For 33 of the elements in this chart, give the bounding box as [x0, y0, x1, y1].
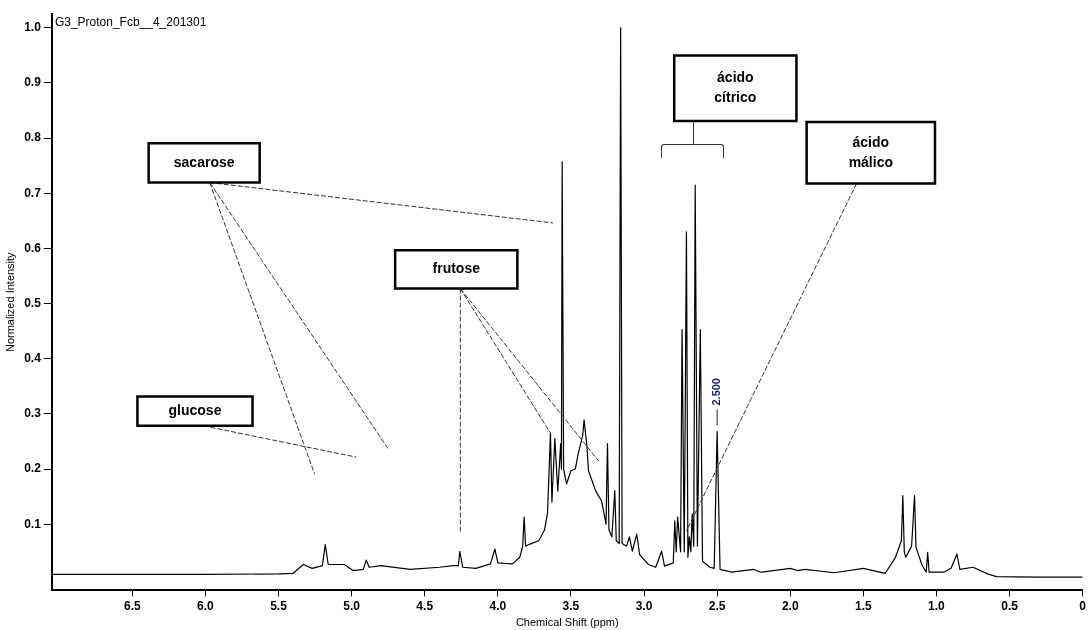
x-tick-label: 4.0: [489, 598, 507, 613]
x-tick-label: 2.0: [781, 598, 799, 613]
annotation: 2.500: [710, 378, 723, 406]
x-tick-label: 0.5: [1001, 598, 1019, 613]
x-tick-label: 6.0: [197, 598, 215, 613]
x-axis-title: Chemical Shift (ppm): [515, 616, 619, 629]
y-tick-label: 0.3: [24, 406, 42, 421]
annotation: sacarose: [173, 153, 235, 170]
chart-title: G3_Proton_Fcb__4_201301: [54, 15, 207, 30]
x-tick-label: 4.5: [416, 598, 434, 613]
x-tick-label: 6.5: [123, 598, 141, 613]
y-axis-title: Normalized Intensity: [3, 251, 16, 353]
y-tick-label: 1.0: [24, 20, 42, 35]
y-tick-label: 0.9: [24, 75, 42, 90]
y-tick-label: 0.6: [24, 240, 42, 255]
annotation: glucose: [168, 402, 222, 419]
y-tick-label: 0.8: [24, 130, 42, 145]
y-tick-label: 0.5: [24, 295, 42, 310]
x-tick-label: 3.5: [562, 598, 580, 613]
x-tick-label: 0: [1079, 598, 1087, 613]
x-tick-label: 1.0: [928, 598, 946, 613]
y-tick-label: 0.7: [24, 185, 42, 200]
annotation: ácido málico: [848, 133, 893, 170]
x-tick-label: 5.5: [270, 598, 288, 613]
x-tick-label: 2.5: [708, 598, 726, 613]
y-tick-label: 0.1: [24, 516, 42, 531]
y-tick-label: 0.4: [24, 351, 42, 366]
x-tick-label: 1.5: [855, 598, 873, 613]
x-tick-label: 3.0: [635, 598, 653, 613]
y-tick-label: 0.2: [24, 461, 42, 476]
annotation: ácido cítrico: [714, 69, 757, 106]
annotation: frutose: [432, 260, 481, 277]
x-tick-label: 5.0: [343, 598, 361, 613]
